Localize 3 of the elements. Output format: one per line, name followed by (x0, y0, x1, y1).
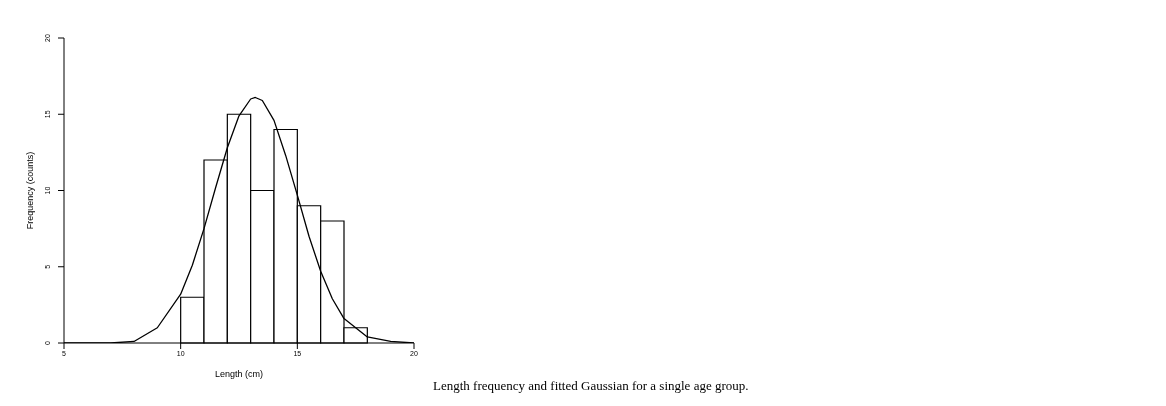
y-axis-title: Frequency (counts) (25, 151, 36, 230)
x-axis-title: Length (cm) (214, 369, 264, 379)
text: Length frequency and fitted Gaussian for a single age group. (433, 378, 749, 394)
